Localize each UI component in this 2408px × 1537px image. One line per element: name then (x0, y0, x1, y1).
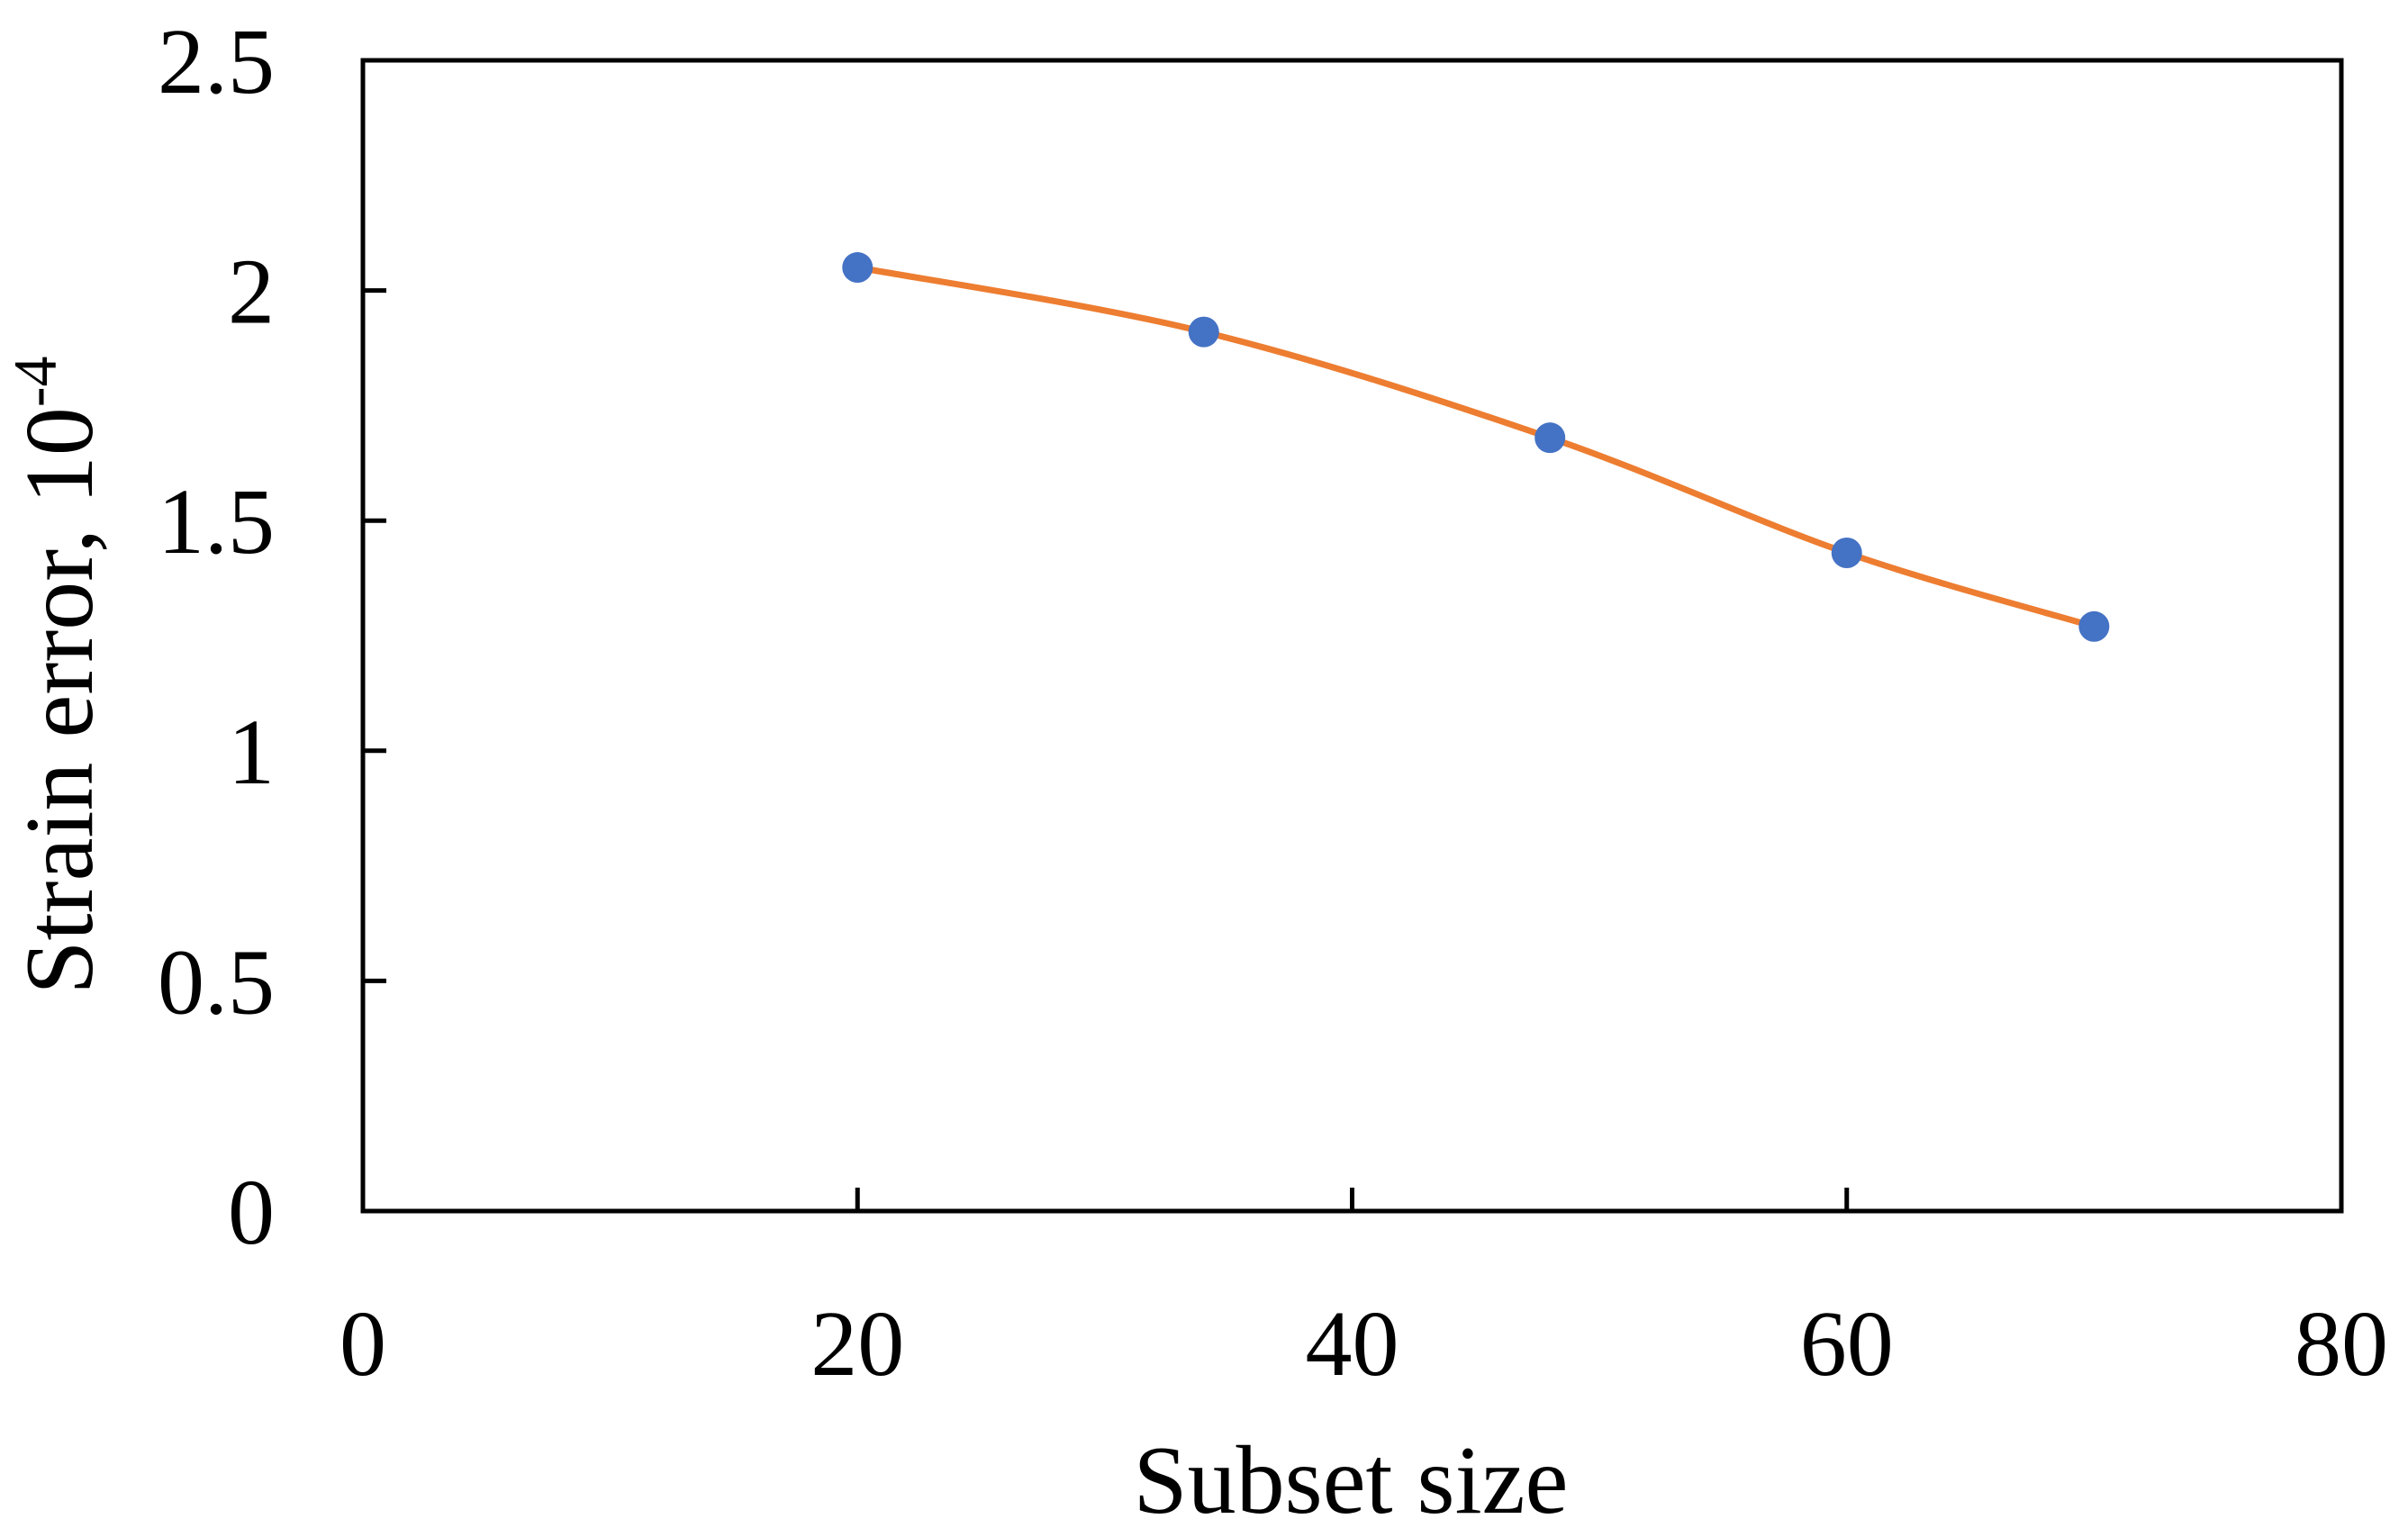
y-tick-label: 2.5 (158, 10, 275, 113)
data-point (2078, 610, 2110, 642)
y-tick-label: 1 (228, 701, 275, 804)
x-tick-label: 40 (1306, 1292, 1399, 1396)
x-tick-label: 80 (2295, 1292, 2388, 1396)
y-tick-label: 1.5 (158, 470, 275, 574)
y-axis-title-exponent: -4 (1, 356, 69, 407)
series-points (842, 252, 2110, 642)
data-point (842, 252, 874, 284)
x-axis-ticks (360, 1188, 2344, 1211)
y-axis-tick-labels: 0 0.5 1 1.5 2 2.5 (158, 10, 275, 1264)
y-tick-label: 0.5 (158, 930, 275, 1034)
y-axis-title: Strain error, 10-4 (1, 356, 113, 994)
y-tick-label: 2 (228, 240, 275, 344)
x-axis-title: Subset size (1134, 1427, 1569, 1534)
y-tick-label: 0 (228, 1161, 275, 1264)
series-line (854, 264, 2097, 630)
y-axis-title-text: Strain error, 10 (6, 407, 113, 994)
x-axis-tick-labels: 0 20 40 60 80 (339, 1292, 2388, 1396)
data-point (1831, 537, 1862, 568)
x-tick-label: 20 (810, 1292, 904, 1396)
y-axis-ticks (363, 58, 386, 1214)
series-lines (854, 264, 2097, 630)
x-tick-label: 0 (339, 1292, 386, 1396)
data-point (1534, 422, 1566, 454)
x-tick-label: 60 (1800, 1292, 1894, 1396)
data-point (1188, 316, 1219, 348)
